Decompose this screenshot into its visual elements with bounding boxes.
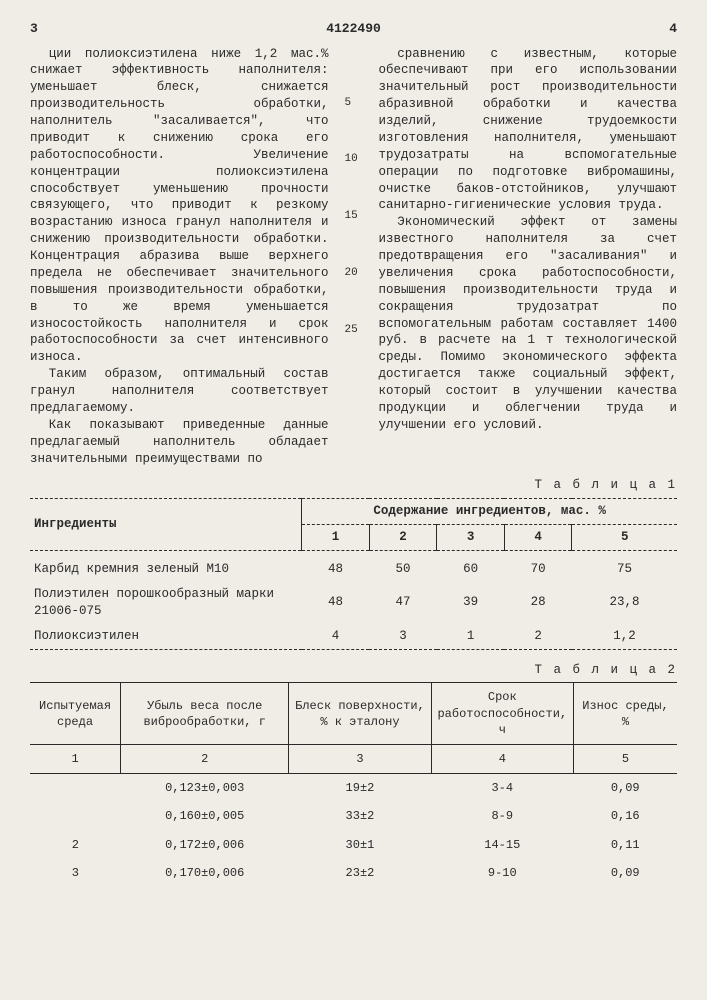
table-1-cell: 1,2 [572, 624, 677, 649]
table-1-header-group: Содержание ингредиентов, мас. % [302, 499, 677, 525]
table-2-header: Испытуемая среда [30, 683, 121, 745]
table-2-cell: 3-4 [431, 774, 573, 803]
paragraph: ции полиоксиэтилена ниже 1,2 мас.% снижа… [30, 46, 329, 367]
table-1-cell: 50 [369, 557, 437, 582]
table-1-cell: 48 [302, 557, 370, 582]
right-page-number: 4 [669, 20, 677, 38]
table-2-cell: 0,172±0,006 [121, 831, 289, 859]
paragraph: Таким образом, оптимальный состав гранул… [30, 366, 329, 417]
document-number: 4122490 [38, 20, 669, 38]
table-1-cell: 2 [504, 624, 572, 649]
table-1-cell: 4 [302, 624, 370, 649]
table-2-label: Т а б л и ц а 2 [30, 662, 677, 679]
table-2-colnum: 1 [30, 744, 121, 773]
table-1-cell: 70 [504, 557, 572, 582]
table-2-cell: 14-15 [431, 831, 573, 859]
table-2-colnum: 2 [121, 744, 289, 773]
table-1-cell: 48 [302, 582, 370, 624]
table-row: 2 0,172±0,006 30±1 14-15 0,11 [30, 831, 677, 859]
table-1-cell: 28 [504, 582, 572, 624]
paragraph: Как показывают приведенные данные предла… [30, 417, 329, 468]
table-2-header: Износ среды, % [573, 683, 677, 745]
table-2-cell: 9-10 [431, 859, 573, 887]
table-1-cell: 39 [437, 582, 505, 624]
table-1-cell: 47 [369, 582, 437, 624]
table-2-header: Срок работоспособности, ч [431, 683, 573, 745]
table-2-cell: 8-9 [431, 802, 573, 830]
paragraph: сравнению с известным, которые обеспечив… [379, 46, 678, 215]
table-2-colnum: 4 [431, 744, 573, 773]
line-marker: 10 [345, 152, 363, 167]
table-2-colnum: 5 [573, 744, 677, 773]
right-column: сравнению с известным, которые обеспечив… [379, 46, 678, 468]
table-row: Полиоксиэтилен 4 3 1 2 1,2 [30, 624, 677, 649]
table-1-cell: 1 [437, 624, 505, 649]
table-1-cell: 3 [369, 624, 437, 649]
table-2-cell: 2 [30, 831, 121, 859]
table-2-cell: 0,170±0,006 [121, 859, 289, 887]
table-2-cell: 0,11 [573, 831, 677, 859]
table-row: 0,123±0,003 19±2 3-4 0,09 [30, 774, 677, 803]
table-2-cell: 33±2 [289, 802, 431, 830]
table-1-row-label: Карбид кремния зеленый М10 [30, 557, 302, 582]
line-marker: 5 [345, 96, 363, 111]
table-1-col: 1 [302, 525, 370, 551]
table-2: Испытуемая среда Убыль веса после виброо… [30, 682, 677, 887]
table-1-col: 5 [572, 525, 677, 551]
table-row: 0,160±0,005 33±2 8-9 0,16 [30, 802, 677, 830]
table-2-cell: 23±2 [289, 859, 431, 887]
line-number-gutter: 5 10 15 20 25 [345, 46, 363, 468]
table-2-cell: 19±2 [289, 774, 431, 803]
left-column: ции полиоксиэтилена ниже 1,2 мас.% снижа… [30, 46, 329, 468]
table-1-cell: 60 [437, 557, 505, 582]
table-1-cell: 23,8 [572, 582, 677, 624]
table-row: Карбид кремния зеленый М10 48 50 60 70 7… [30, 557, 677, 582]
table-2-cell: 0,09 [573, 859, 677, 887]
table-2-header: Блеск поверхности, % к эталону [289, 683, 431, 745]
table-2-cell: 0,123±0,003 [121, 774, 289, 803]
line-marker: 25 [345, 323, 363, 338]
table-2-cell: 0,16 [573, 802, 677, 830]
table-row: 3 0,170±0,006 23±2 9-10 0,09 [30, 859, 677, 887]
line-marker: 20 [345, 266, 363, 281]
table-1-col: 4 [504, 525, 572, 551]
table-2-cell: 3 [30, 859, 121, 887]
table-2-colnum: 3 [289, 744, 431, 773]
table-1-row-label: Полиэтилен порошкообразный марки 21006-0… [30, 582, 302, 624]
table-row: Полиэтилен порошкообразный марки 21006-0… [30, 582, 677, 624]
table-1-header-ingredients: Ингредиенты [30, 499, 302, 551]
table-2-cell [30, 802, 121, 830]
table-1-col: 3 [437, 525, 505, 551]
left-page-number: 3 [30, 20, 38, 38]
page-header: 3 4122490 4 [30, 20, 677, 38]
table-1-col: 2 [369, 525, 437, 551]
table-1-row-label: Полиоксиэтилен [30, 624, 302, 649]
table-2-cell: 30±1 [289, 831, 431, 859]
table-1-cell: 75 [572, 557, 677, 582]
table-2-cell: 0,160±0,005 [121, 802, 289, 830]
table-2-header: Убыль веса после виброобработки, г [121, 683, 289, 745]
line-marker: 15 [345, 209, 363, 224]
text-columns: ции полиоксиэтилена ниже 1,2 мас.% снижа… [30, 46, 677, 468]
paragraph: Экономический эффект от замены известног… [379, 214, 678, 433]
table-2-cell: 0,09 [573, 774, 677, 803]
table-1: Ингредиенты Содержание ингредиентов, мас… [30, 498, 677, 651]
table-2-cell [30, 774, 121, 803]
table-1-label: Т а б л и ц а 1 [30, 477, 677, 494]
